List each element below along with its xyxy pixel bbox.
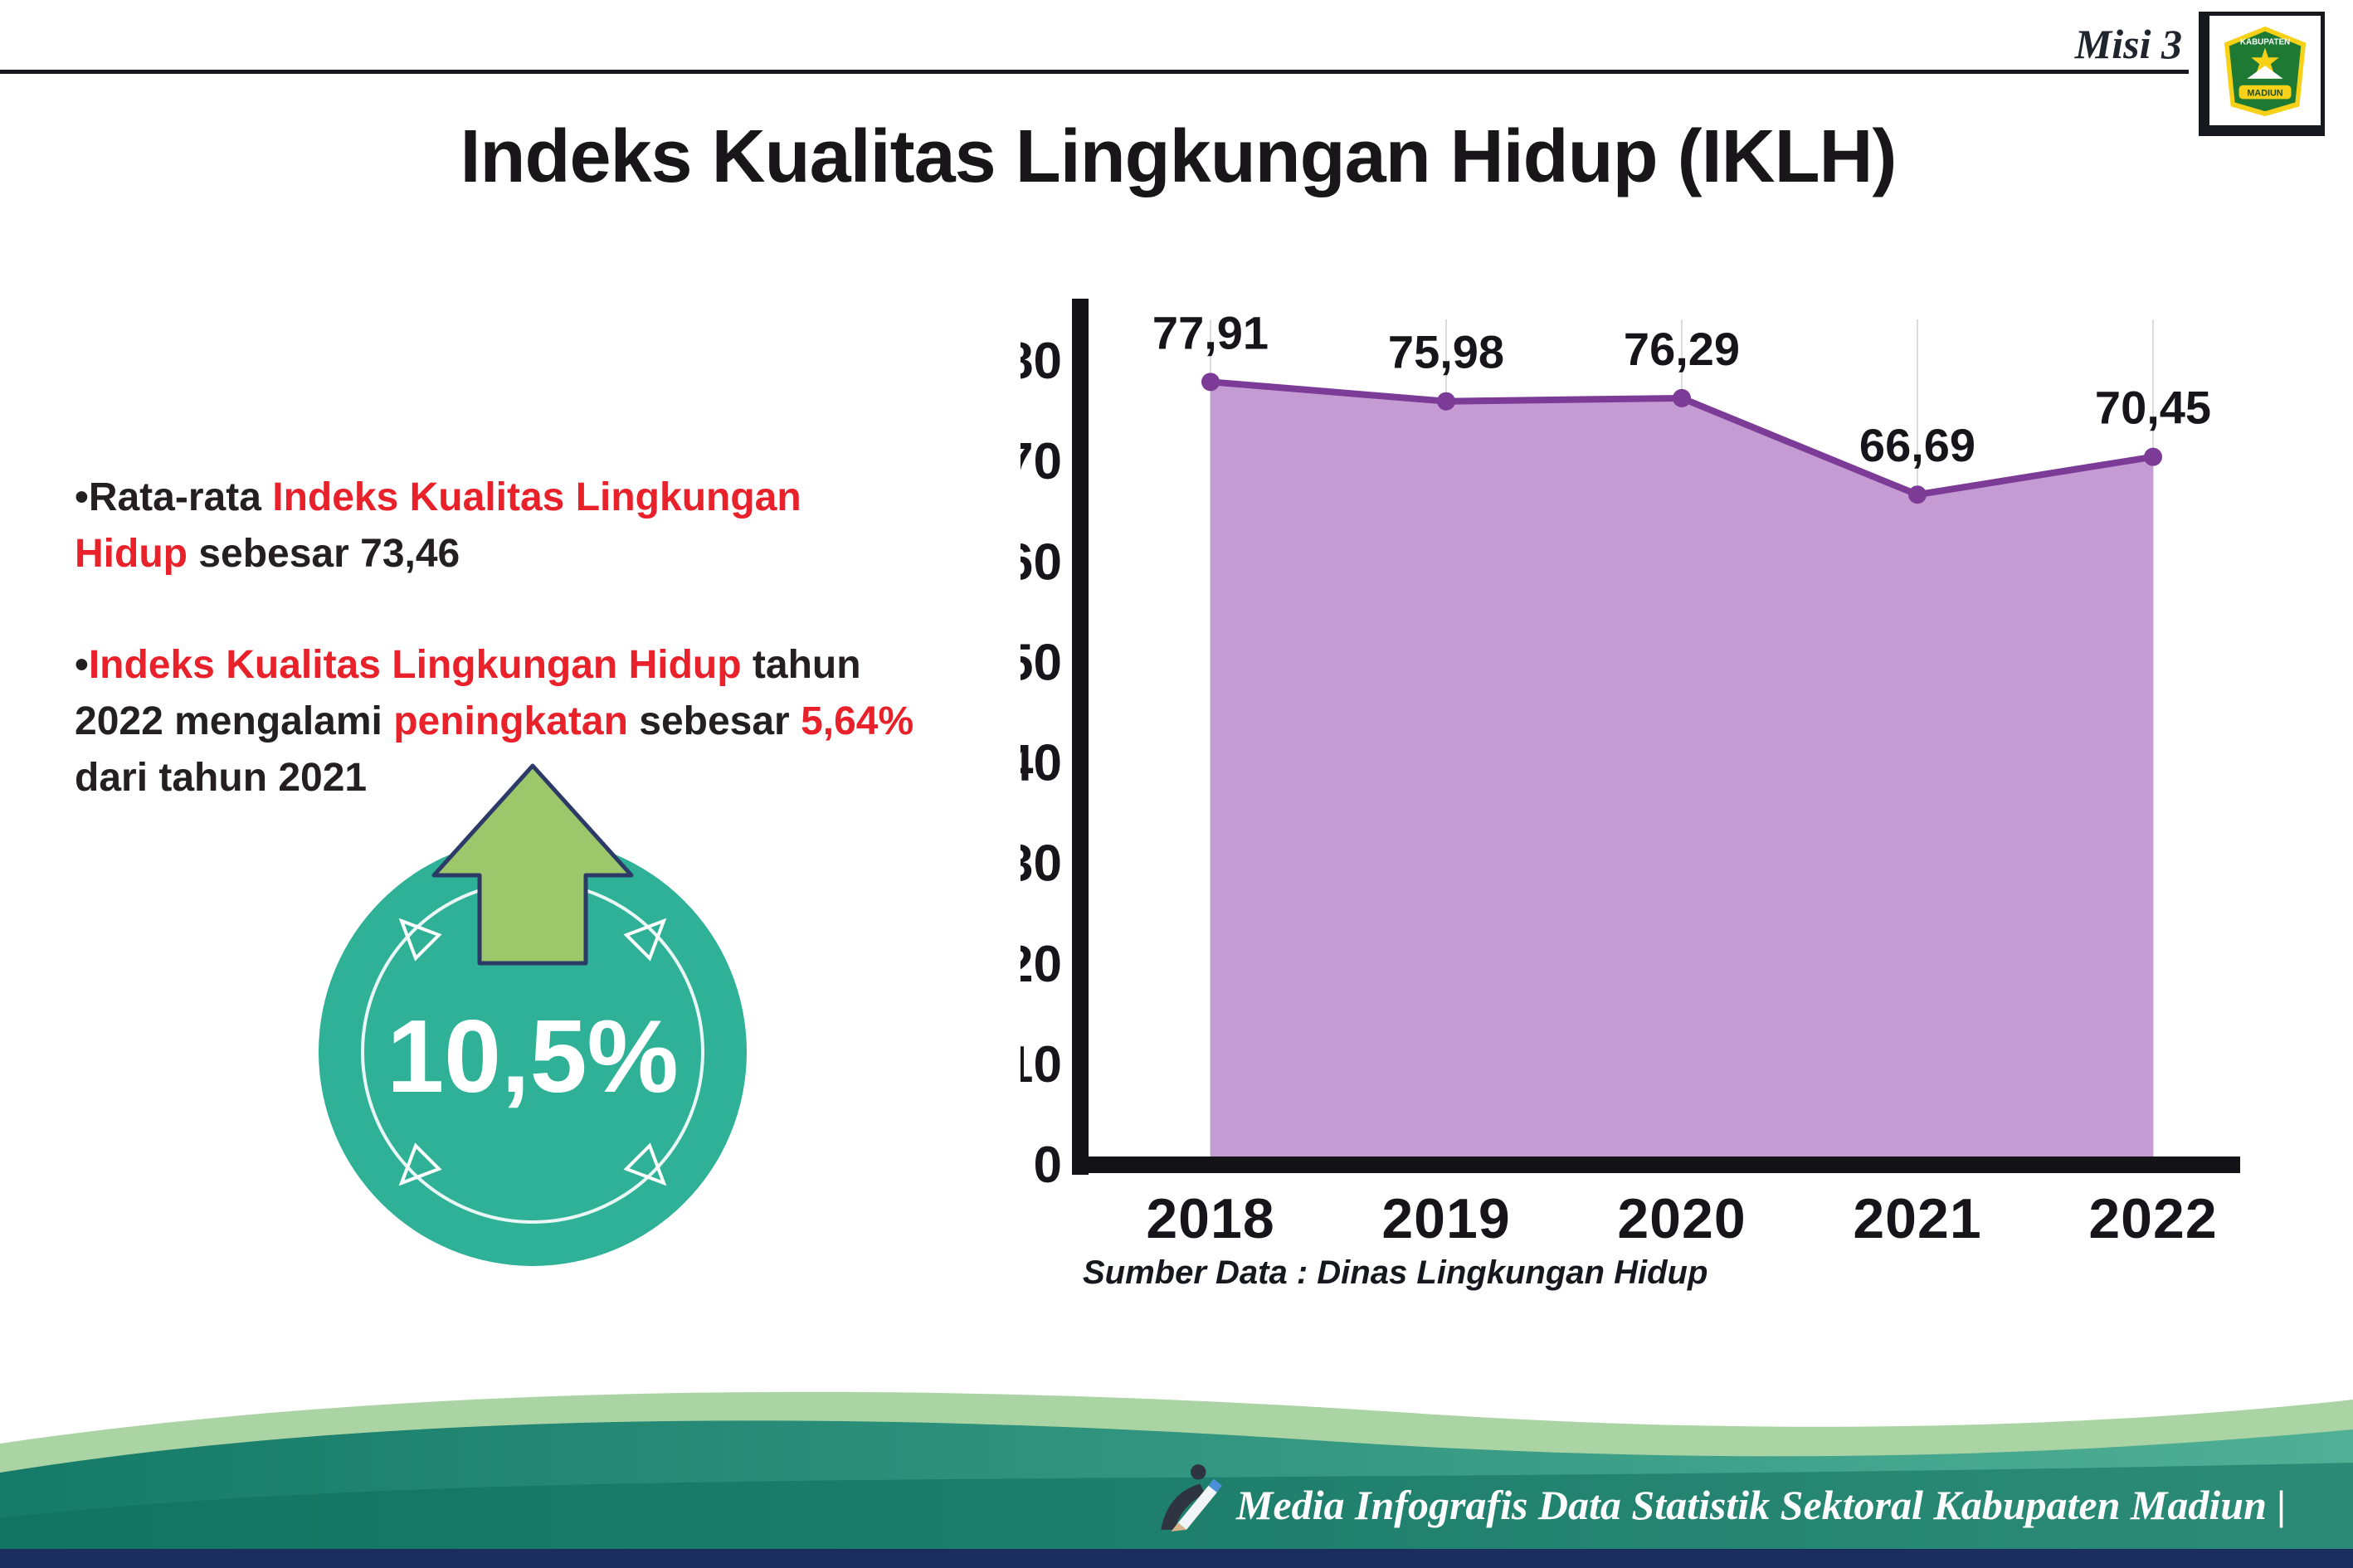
y-tick-label: 20 <box>1021 936 1062 993</box>
page-title: Indeks Kualitas Lingkungan Hidup (IKLH) <box>460 115 1897 198</box>
misi-label: Misi 3 <box>2074 21 2182 67</box>
bullet-increase-iklh: •Indeks Kualitas Lingkungan Hidup tahun … <box>75 637 921 806</box>
emblem-text-bottom: MADIUN <box>2247 88 2282 98</box>
data-point <box>1201 373 1220 392</box>
y-tick-label: 40 <box>1021 735 1062 792</box>
chart-source-note: Sumber Data : Dinas Lingkungan Hidup <box>1083 1254 1708 1291</box>
badge-triangle-icon <box>398 1142 442 1186</box>
y-tick-label: 60 <box>1021 533 1062 591</box>
emblem-mountain-icon <box>2247 66 2283 79</box>
bullet-glyph: • <box>75 475 89 519</box>
bullet2-highlight-2: peningkatan <box>393 699 628 744</box>
pencil-eraser <box>1208 1478 1222 1493</box>
up-arrow-icon <box>431 763 634 966</box>
bullet-average-iklh: •Rata-rata Indeks Kualitas Lingkungan Hi… <box>75 470 921 582</box>
bullet1-highlight: Indeks Kualitas Lingkungan Hidup <box>75 475 801 577</box>
bullet2-text-2: sebesar <box>627 699 801 744</box>
y-tick-label: 10 <box>1021 1036 1062 1093</box>
bullet2-text-3: dari tahun 2021 <box>75 756 368 801</box>
writer-icon <box>1161 1464 1222 1531</box>
badge-triangle-icon <box>623 1142 667 1186</box>
badge-triangle-icon <box>623 918 667 962</box>
data-point <box>1437 392 1455 411</box>
bullet1-text-pre: Rata-rata <box>88 475 273 519</box>
kabupaten-madiun-logo: KABUPATEN MADIUN <box>2199 12 2325 136</box>
y-tick-label: 50 <box>1021 634 1062 691</box>
data-point <box>1673 388 1691 407</box>
x-tick-label: 2020 <box>1617 1187 1746 1250</box>
footer-caption: Media Infografis Data Statistik Sektoral… <box>1236 1482 2287 1528</box>
data-point <box>1908 485 1927 504</box>
header-divider <box>0 70 2189 74</box>
bullet2-text-1: tahun 2022 mengalami <box>75 643 861 744</box>
y-tick-label: 0 <box>1034 1137 1062 1194</box>
badge-triangle-icon <box>398 918 442 962</box>
y-tick-label: 70 <box>1021 433 1062 490</box>
x-tick-label: 2021 <box>1853 1187 1981 1250</box>
bullet1-text-post: sebesar 73,46 <box>187 532 460 577</box>
increase-badge: 10,5% <box>319 763 747 1266</box>
emblem-text-top: KABUPATEN <box>2240 38 2290 47</box>
emblem-star-icon <box>2251 47 2279 74</box>
x-tick-label: 2019 <box>1381 1187 1510 1250</box>
data-label: 75,98 <box>1388 326 1504 378</box>
data-label: 77,91 <box>1152 306 1269 358</box>
chart-area <box>1211 382 2153 1165</box>
x-tick-label: 2018 <box>1146 1187 1274 1250</box>
y-tick-label: 30 <box>1021 835 1062 893</box>
data-label: 70,45 <box>2095 382 2211 434</box>
data-label: 76,29 <box>1624 323 1740 375</box>
bullet2-highlight-1: Indeks Kualitas Lingkungan Hidup <box>88 643 742 687</box>
pencil-icon <box>1177 1485 1217 1530</box>
writer-body <box>1161 1483 1206 1530</box>
x-tick-label: 2022 <box>2088 1187 2217 1250</box>
bullet2-highlight-3: 5,64% <box>801 699 914 744</box>
badge-circle <box>319 838 747 1266</box>
kabupaten-madiun-emblem-icon: KABUPATEN MADIUN <box>2224 26 2307 117</box>
badge-value: 10,5% <box>387 1000 679 1114</box>
y-axis <box>1072 299 1089 1175</box>
writer-head <box>1191 1464 1206 1480</box>
iklh-chart-svg: 0 10 20 30 40 50 60 70 80 77,91 75,98 76,29 66,69 70,… <box>1021 299 2240 1250</box>
data-point <box>2144 447 2162 466</box>
x-axis <box>1072 1157 2240 1173</box>
pencil-tip <box>1171 1522 1186 1531</box>
footer-navy-strip <box>0 1549 2353 1568</box>
emblem-banner <box>2239 85 2292 100</box>
y-tick-label: 80 <box>1021 333 1062 390</box>
bullet-glyph: • <box>75 643 89 687</box>
data-label: 66,69 <box>1859 419 1975 471</box>
